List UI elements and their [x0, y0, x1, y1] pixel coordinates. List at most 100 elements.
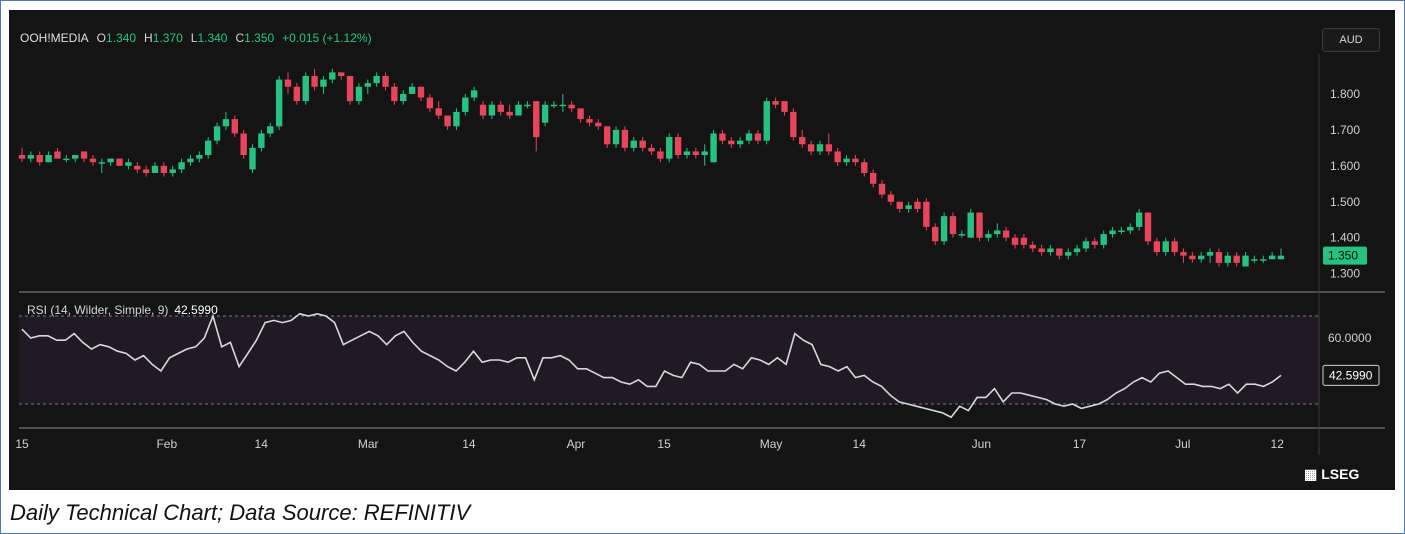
candle-body [612, 129, 620, 145]
candle-body [994, 230, 1001, 235]
candle-body [72, 155, 79, 159]
candle-body [1038, 248, 1045, 253]
candle-body [568, 104, 575, 109]
candle-body [754, 133, 762, 141]
low-value: 1.340 [197, 31, 228, 45]
candle-body [444, 115, 451, 127]
chart-panel: 1.800 1.700 1.600 1.500 1.400 1.300 1.350 60.0… [9, 10, 1395, 490]
price-tick-label: 1.300 [1330, 267, 1360, 281]
x-tick-label: 14 [255, 437, 269, 451]
price-axis: 1.800 1.700 1.600 1.500 1.400 1.300 1.350 [1323, 87, 1367, 281]
candle-body [1198, 255, 1205, 260]
candle-body [852, 158, 859, 163]
candle-body [151, 165, 159, 173]
high-key: H [144, 31, 153, 45]
candle-body [719, 133, 726, 141]
candle-body [1082, 241, 1090, 249]
candle-body [1020, 237, 1028, 245]
candle-body [346, 75, 354, 102]
candle-body [541, 104, 549, 123]
candle-body [834, 151, 841, 163]
x-tick-label: 15 [657, 437, 671, 451]
candle-body [1127, 226, 1134, 231]
candle-body [98, 162, 105, 164]
candle-body [373, 75, 380, 84]
candle-body [728, 140, 735, 145]
currency-button[interactable]: AUD [1322, 28, 1380, 52]
candle-body [932, 226, 939, 242]
candle-body [1011, 237, 1019, 245]
candle-body [1180, 252, 1187, 256]
candle-body [462, 97, 469, 112]
rsi-last-label: 42.5990 [1329, 368, 1373, 382]
candle-body [160, 165, 168, 173]
candle-body [54, 151, 61, 159]
candle-body [639, 140, 646, 148]
candle-body [736, 140, 744, 145]
open-value: 1.340 [106, 31, 137, 45]
candle-body [1206, 252, 1214, 256]
candle-body [603, 126, 611, 145]
open-key: O [96, 31, 107, 45]
candle-body [426, 97, 434, 109]
candle-body [249, 147, 256, 170]
candle-body [196, 155, 203, 159]
candle-body [408, 86, 416, 94]
rsi-header: RSI (14, Wilder, Simple, 9) 42.5990 [27, 303, 218, 317]
candle-body [1073, 248, 1081, 253]
candle-body [621, 129, 629, 148]
candle-body [258, 133, 265, 148]
candle-body [1215, 252, 1223, 263]
rsi-last-tag [1322, 364, 1380, 386]
candle-body [453, 111, 460, 127]
candle-body [1135, 212, 1143, 227]
candle-body [1189, 255, 1196, 260]
candle-body [1056, 248, 1063, 256]
candle-body [1153, 241, 1161, 253]
x-tick-label: 17 [1073, 437, 1087, 451]
rsi-label: RSI (14, Wilder, Simple, 9) [27, 303, 169, 317]
lseg-logo-text: LSEG [1321, 466, 1360, 482]
candle-body [683, 151, 691, 156]
candle-body [134, 165, 141, 170]
candle-body [807, 144, 815, 152]
candle-body [1242, 255, 1249, 267]
change-value: +0.015 (+1.12%) [282, 31, 372, 45]
candle-body [329, 72, 336, 80]
candle-body [958, 234, 966, 236]
last-price-tag [1323, 246, 1367, 265]
candle-body [18, 155, 26, 159]
rsi-tick-label: 60.0000 [1328, 331, 1372, 345]
candle-body [27, 155, 35, 159]
candle-body [1109, 230, 1116, 235]
candle-body [710, 133, 717, 163]
candle-body [178, 162, 185, 170]
candle-body [515, 104, 522, 116]
chart-canvas[interactable]: 1.800 1.700 1.600 1.500 1.400 1.300 1.350 60.0… [9, 10, 1395, 490]
candle-body [222, 119, 230, 127]
candle-body [284, 79, 292, 87]
candle-body [533, 101, 540, 138]
candle-body [364, 83, 371, 87]
candles-group [18, 68, 1285, 267]
price-tick-label: 1.500 [1330, 195, 1360, 209]
candle-body [1171, 241, 1178, 253]
x-axis: 15 Feb 14 Mar 14 Apr 15 May 14 Jun 17 Jul 12 [15, 437, 1284, 451]
candle-body [1029, 244, 1036, 249]
candle-body [790, 111, 797, 138]
candle-body [692, 151, 700, 156]
candle-body [825, 144, 833, 152]
candle-body [204, 140, 212, 156]
candle-body [116, 158, 123, 166]
candle-body [169, 169, 176, 173]
figure-caption: Daily Technical Chart; Data Source: REFI… [10, 500, 471, 525]
candle-body [896, 201, 903, 209]
lseg-logo-icon: ▦ [1304, 466, 1318, 482]
candle-body [470, 90, 478, 98]
candle-body [311, 75, 318, 87]
candle-body [1277, 255, 1285, 260]
candle-body [213, 126, 221, 141]
candle-body [506, 111, 513, 116]
price-tick-label: 1.800 [1330, 87, 1360, 101]
candle-body [80, 151, 88, 159]
